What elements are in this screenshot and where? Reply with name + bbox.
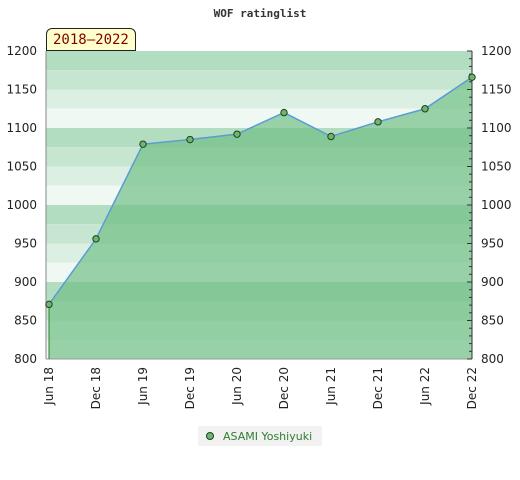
y-tick-label-right: 1000 [481, 198, 512, 212]
area-band [49, 243, 472, 263]
x-tick-labels: Jun 18 Dec 18 Jun 19 Dec 19 Jun 20 Dec 20 Jun … [42, 367, 479, 409]
y-tick-label-right: 1150 [481, 83, 512, 97]
area-band [49, 166, 472, 186]
x-tick-label: Dec 22 [465, 367, 479, 409]
x-tick-label: Dec 19 [183, 367, 197, 409]
y-tick-label-left: 1000 [6, 198, 37, 212]
y-tick-label-left: 1200 [6, 44, 37, 58]
y-tick-label-right: 1100 [481, 121, 512, 135]
y-tick-label-right: 1050 [481, 160, 512, 174]
y-tick-label-left: 1100 [6, 121, 37, 135]
data-point-jun-22[interactable] [421, 105, 429, 113]
y-tick-labels-right: 800 850 900 950 1000 1050 1100 1150 1200 [481, 44, 512, 366]
data-point-jun-20[interactable] [233, 130, 241, 138]
y-tick-label-right: 900 [481, 275, 504, 289]
x-tick-label: Jun 19 [136, 367, 150, 406]
area-band [49, 185, 472, 205]
x-tick-label: Dec 20 [277, 367, 291, 409]
y-tick-label-left: 1050 [6, 160, 37, 174]
period-label: 2018–2022 [46, 28, 136, 51]
data-point-jun-18[interactable] [45, 300, 53, 309]
area-band [49, 147, 472, 167]
area-layer [49, 77, 472, 360]
axis-layer [45, 50, 473, 360]
y-tick-label-right: 950 [481, 237, 504, 251]
legend-label: ASAMI Yoshiyuki [223, 429, 313, 443]
area-band [49, 282, 472, 302]
y-tick-label-right: 800 [481, 352, 504, 366]
y-tick-labels-left: 800 850 900 950 1000 1050 1100 1150 1200 [6, 44, 37, 366]
area-band [49, 205, 472, 225]
background-band [46, 89, 472, 109]
data-point-dec-22[interactable] [468, 73, 476, 81]
data-point-dec-21[interactable] [374, 118, 382, 126]
y-tick-label-right: 1200 [481, 44, 512, 58]
y-tick-label-left: 1150 [6, 83, 37, 97]
area-band [49, 262, 472, 282]
legend[interactable]: ASAMI Yoshiyuki [198, 426, 322, 446]
chart-title: WOF ratinglist [214, 7, 307, 20]
data-point-jun-21[interactable] [327, 132, 335, 141]
x-tick-label: Jun 18 [42, 367, 56, 406]
area-band [49, 301, 472, 321]
x-tick-label: Jun 20 [230, 367, 244, 406]
legend-marker [206, 432, 214, 440]
area-band [49, 224, 472, 244]
area-band [49, 339, 472, 359]
data-point-jun-19[interactable] [139, 140, 147, 148]
y-tick-label-left: 800 [14, 352, 37, 366]
x-tick-label: Dec 21 [371, 367, 385, 409]
background-band [46, 70, 472, 90]
y-tick-label-right: 850 [481, 314, 504, 328]
data-point-dec-20[interactable] [280, 108, 288, 117]
y-tick-label-left: 950 [14, 237, 37, 251]
y-tick-label-left: 850 [14, 314, 37, 328]
area-band [49, 320, 472, 340]
y-tick-label-left: 900 [14, 275, 37, 289]
data-point-dec-18[interactable] [92, 235, 100, 243]
data-point-dec-19[interactable] [186, 135, 194, 144]
line-layer [48, 76, 473, 305]
background-band [46, 108, 472, 128]
x-tick-label: Dec 18 [89, 367, 103, 409]
x-tick-label: Jun 22 [418, 367, 432, 406]
point-layer [45, 73, 476, 309]
series-line [48, 76, 473, 305]
background-band [46, 51, 472, 71]
x-tick-label: Jun 21 [324, 367, 338, 406]
